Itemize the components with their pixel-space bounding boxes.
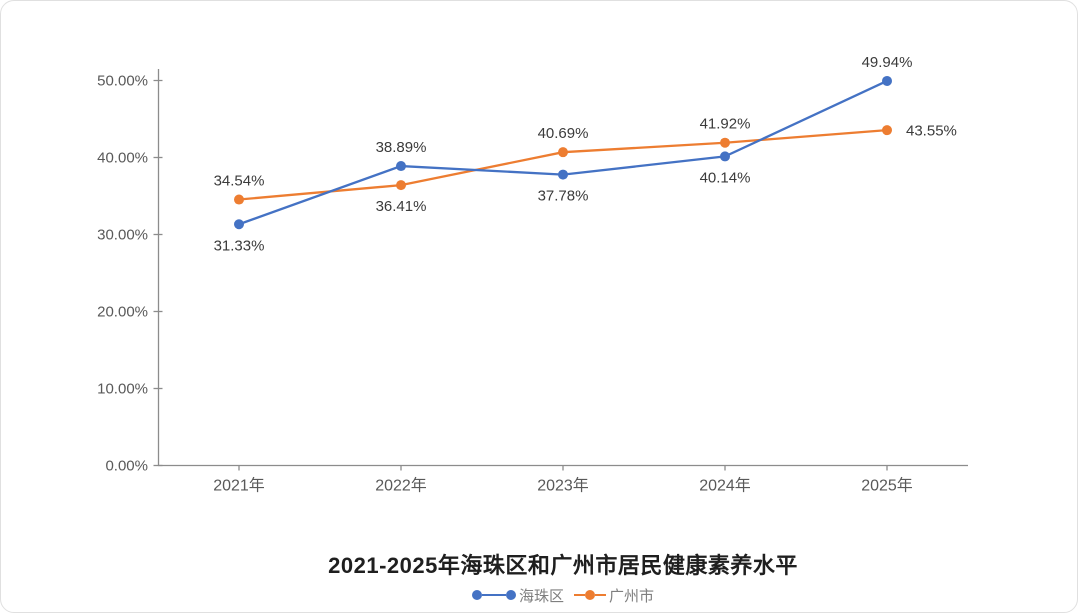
data-point	[396, 180, 406, 191]
data-label: 43.55%	[906, 123, 957, 140]
y-tick-label: 40.00%	[97, 150, 148, 167]
x-tick-label: 2022年	[375, 477, 427, 495]
data-point	[720, 137, 730, 148]
legend-item-guangzhou: 广州市	[574, 585, 654, 606]
data-label: 34.54%	[214, 173, 265, 190]
data-label: 38.89%	[376, 139, 427, 156]
x-tick-label: 2025年	[861, 477, 913, 495]
data-label: 40.14%	[700, 169, 751, 186]
data-point	[882, 75, 892, 86]
x-tick-label: 2024年	[699, 477, 751, 495]
data-label: 49.94%	[862, 54, 913, 71]
data-label: 41.92%	[700, 116, 751, 133]
legend-marker-haizhu-icon	[471, 590, 516, 600]
legend-label-guangzhou: 广州市	[609, 587, 655, 605]
legend-marker-guangzhou-icon	[574, 590, 606, 600]
data-label: 40.69%	[538, 125, 589, 142]
data-label: 36.41%	[376, 198, 427, 215]
y-tick-label: 0.00%	[105, 458, 148, 475]
y-tick-label: 30.00%	[97, 227, 148, 244]
chart-legend: 海珠区 广州市	[158, 584, 968, 606]
y-tick-label: 10.00%	[97, 381, 148, 398]
data-point	[558, 147, 568, 158]
data-label: 37.78%	[538, 188, 589, 205]
data-point	[234, 194, 244, 205]
data-point	[234, 219, 244, 230]
data-point	[558, 169, 568, 180]
legend-label-haizhu: 海珠区	[518, 587, 564, 605]
x-tick-label: 2021年	[213, 477, 265, 495]
data-point	[396, 161, 406, 172]
data-point	[720, 151, 730, 162]
x-tick-label: 2023年	[537, 477, 589, 495]
y-tick-label: 20.00%	[97, 304, 148, 321]
data-point	[882, 125, 892, 136]
y-tick-label: 50.00%	[97, 73, 148, 90]
chart-title: 2021-2025年海珠区和广州市居民健康素养水平	[328, 553, 798, 578]
legend-item-haizhu: 海珠区	[471, 585, 564, 606]
data-label: 31.33%	[214, 237, 265, 254]
